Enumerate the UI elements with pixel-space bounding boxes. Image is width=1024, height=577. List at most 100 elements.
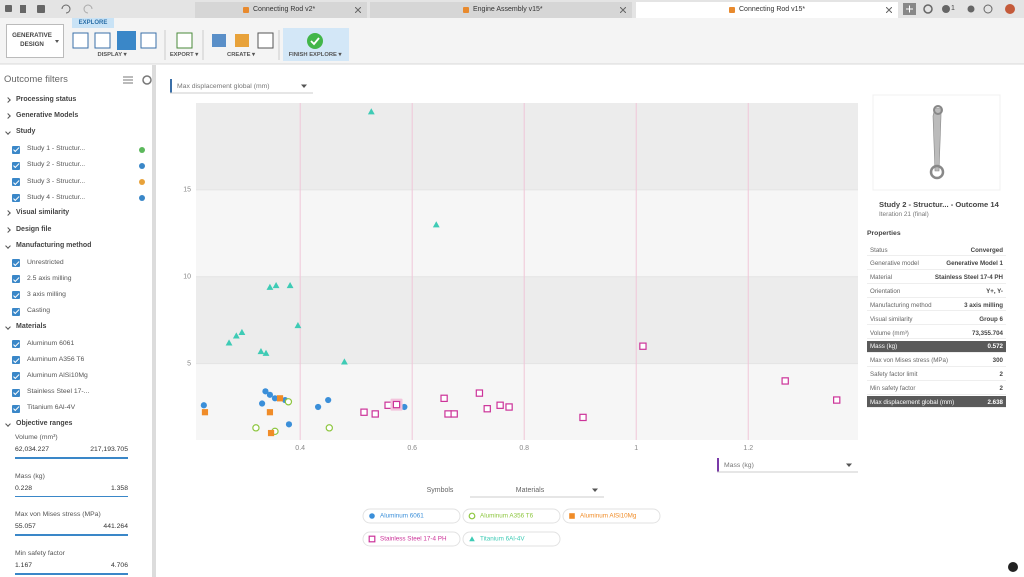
point[interactable]: [341, 358, 348, 365]
checkbox[interactable]: [12, 145, 20, 154]
section-header[interactable]: Objective ranges: [16, 420, 73, 427]
legend-item[interactable]: [562, 508, 661, 524]
point[interactable]: [579, 413, 587, 422]
checkbox[interactable]: [12, 275, 20, 284]
point[interactable]: [360, 408, 368, 416]
tab[interactable]: Connecting Rod v2*: [195, 2, 367, 18]
legend-item[interactable]: [462, 531, 561, 547]
tab[interactable]: Engine Assembly v15*: [370, 2, 632, 18]
range-max[interactable]: 217,193.705: [90, 446, 128, 453]
range-slider[interactable]: [15, 534, 128, 536]
tab-close[interactable]: [619, 6, 627, 14]
point[interactable]: [833, 396, 841, 404]
section-header[interactable]: Study: [16, 128, 36, 136]
checkbox[interactable]: [12, 161, 20, 170]
export-icon[interactable]: [176, 32, 193, 49]
toolbar-group-label[interactable]: DISPLAY ▾: [97, 52, 127, 58]
point[interactable]: [266, 391, 274, 398]
point[interactable]: [285, 421, 293, 428]
point[interactable]: [440, 394, 448, 403]
point[interactable]: [496, 401, 504, 409]
corner-icon[interactable]: [1008, 562, 1018, 572]
checkbox[interactable]: [12, 259, 20, 267]
checkbox[interactable]: [12, 194, 20, 203]
checkbox[interactable]: [12, 178, 20, 186]
point[interactable]: [325, 424, 333, 432]
legend-item[interactable]: [462, 508, 561, 524]
legend-item[interactable]: [362, 508, 461, 524]
create-icon[interactable]: [212, 34, 226, 47]
tab[interactable]: Connecting Rod v15*: [636, 2, 898, 18]
point[interactable]: [272, 281, 280, 289]
point[interactable]: [258, 400, 266, 407]
checkbox[interactable]: [12, 388, 20, 397]
range-min[interactable]: 1.167: [15, 562, 33, 570]
point[interactable]: [200, 402, 207, 409]
point[interactable]: [284, 398, 293, 406]
point[interactable]: [271, 395, 279, 402]
display-icon-active[interactable]: [117, 31, 136, 50]
point[interactable]: [483, 405, 491, 413]
point[interactable]: [276, 395, 284, 402]
finish-icon[interactable]: [307, 33, 323, 49]
notifications-icon[interactable]: [967, 5, 975, 13]
checkbox[interactable]: [12, 291, 20, 300]
display-icon[interactable]: [94, 32, 111, 49]
save-icon[interactable]: [37, 5, 45, 13]
point[interactable]: [294, 321, 302, 329]
section-header[interactable]: Visual similarity: [16, 209, 70, 217]
jobs-icon[interactable]: [942, 5, 950, 13]
point[interactable]: [266, 283, 274, 290]
toolbar-group-label[interactable]: EXPORT ▾: [169, 52, 199, 58]
range-min[interactable]: 62,034.227: [15, 446, 50, 453]
scrollbar[interactable]: [152, 65, 156, 577]
point[interactable]: [238, 328, 246, 336]
sliders-icon[interactable]: [123, 76, 133, 84]
point[interactable]: [252, 424, 260, 432]
help-icon[interactable]: [983, 4, 993, 14]
point[interactable]: [325, 396, 332, 404]
point[interactable]: [392, 400, 401, 409]
point[interactable]: [401, 403, 408, 411]
point[interactable]: [225, 339, 233, 346]
section-header[interactable]: Processing status: [16, 96, 77, 103]
point[interactable]: [505, 403, 513, 411]
workspace-button[interactable]: GENERATIVE DESIGN: [6, 24, 64, 58]
checkbox[interactable]: [12, 404, 20, 413]
create-icon[interactable]: [235, 34, 249, 47]
point[interactable]: [286, 281, 294, 289]
range-min[interactable]: 55.057: [15, 523, 36, 531]
section-header[interactable]: Manufacturing method: [16, 241, 92, 249]
section-header[interactable]: Materials: [16, 322, 47, 330]
checkbox[interactable]: [12, 340, 20, 348]
point[interactable]: [444, 410, 452, 418]
range-slider[interactable]: [15, 573, 128, 575]
point[interactable]: [475, 389, 484, 397]
checkbox[interactable]: [12, 307, 20, 316]
point[interactable]: [266, 409, 274, 416]
point[interactable]: [639, 342, 647, 350]
range-max[interactable]: 441.264: [103, 523, 128, 531]
legend-item[interactable]: [362, 531, 461, 547]
user-avatar[interactable]: [1005, 4, 1015, 14]
toolbar-group-label[interactable]: FINISH EXPLORE ▾: [288, 52, 342, 58]
checkbox[interactable]: [12, 372, 20, 381]
section-header[interactable]: Generative Models: [16, 112, 79, 120]
symbols-dropdown[interactable]: Materials: [516, 487, 545, 494]
redo-icon[interactable]: [83, 4, 93, 14]
undo-icon[interactable]: [61, 4, 71, 14]
point[interactable]: [384, 401, 392, 409]
create-icon[interactable]: [257, 32, 274, 49]
point[interactable]: [367, 108, 375, 115]
point[interactable]: [432, 221, 440, 228]
checkbox[interactable]: [12, 356, 20, 365]
range-min[interactable]: 0.228: [15, 484, 33, 492]
range-max[interactable]: 4.706: [110, 562, 128, 570]
point[interactable]: [371, 410, 379, 418]
notification-count[interactable]: 1: [951, 5, 955, 12]
point[interactable]: [781, 377, 789, 385]
point[interactable]: [267, 429, 275, 437]
axis-selector[interactable]: [170, 79, 313, 93]
point[interactable]: [262, 349, 270, 356]
mode-tab[interactable]: EXPLORE: [72, 18, 114, 28]
